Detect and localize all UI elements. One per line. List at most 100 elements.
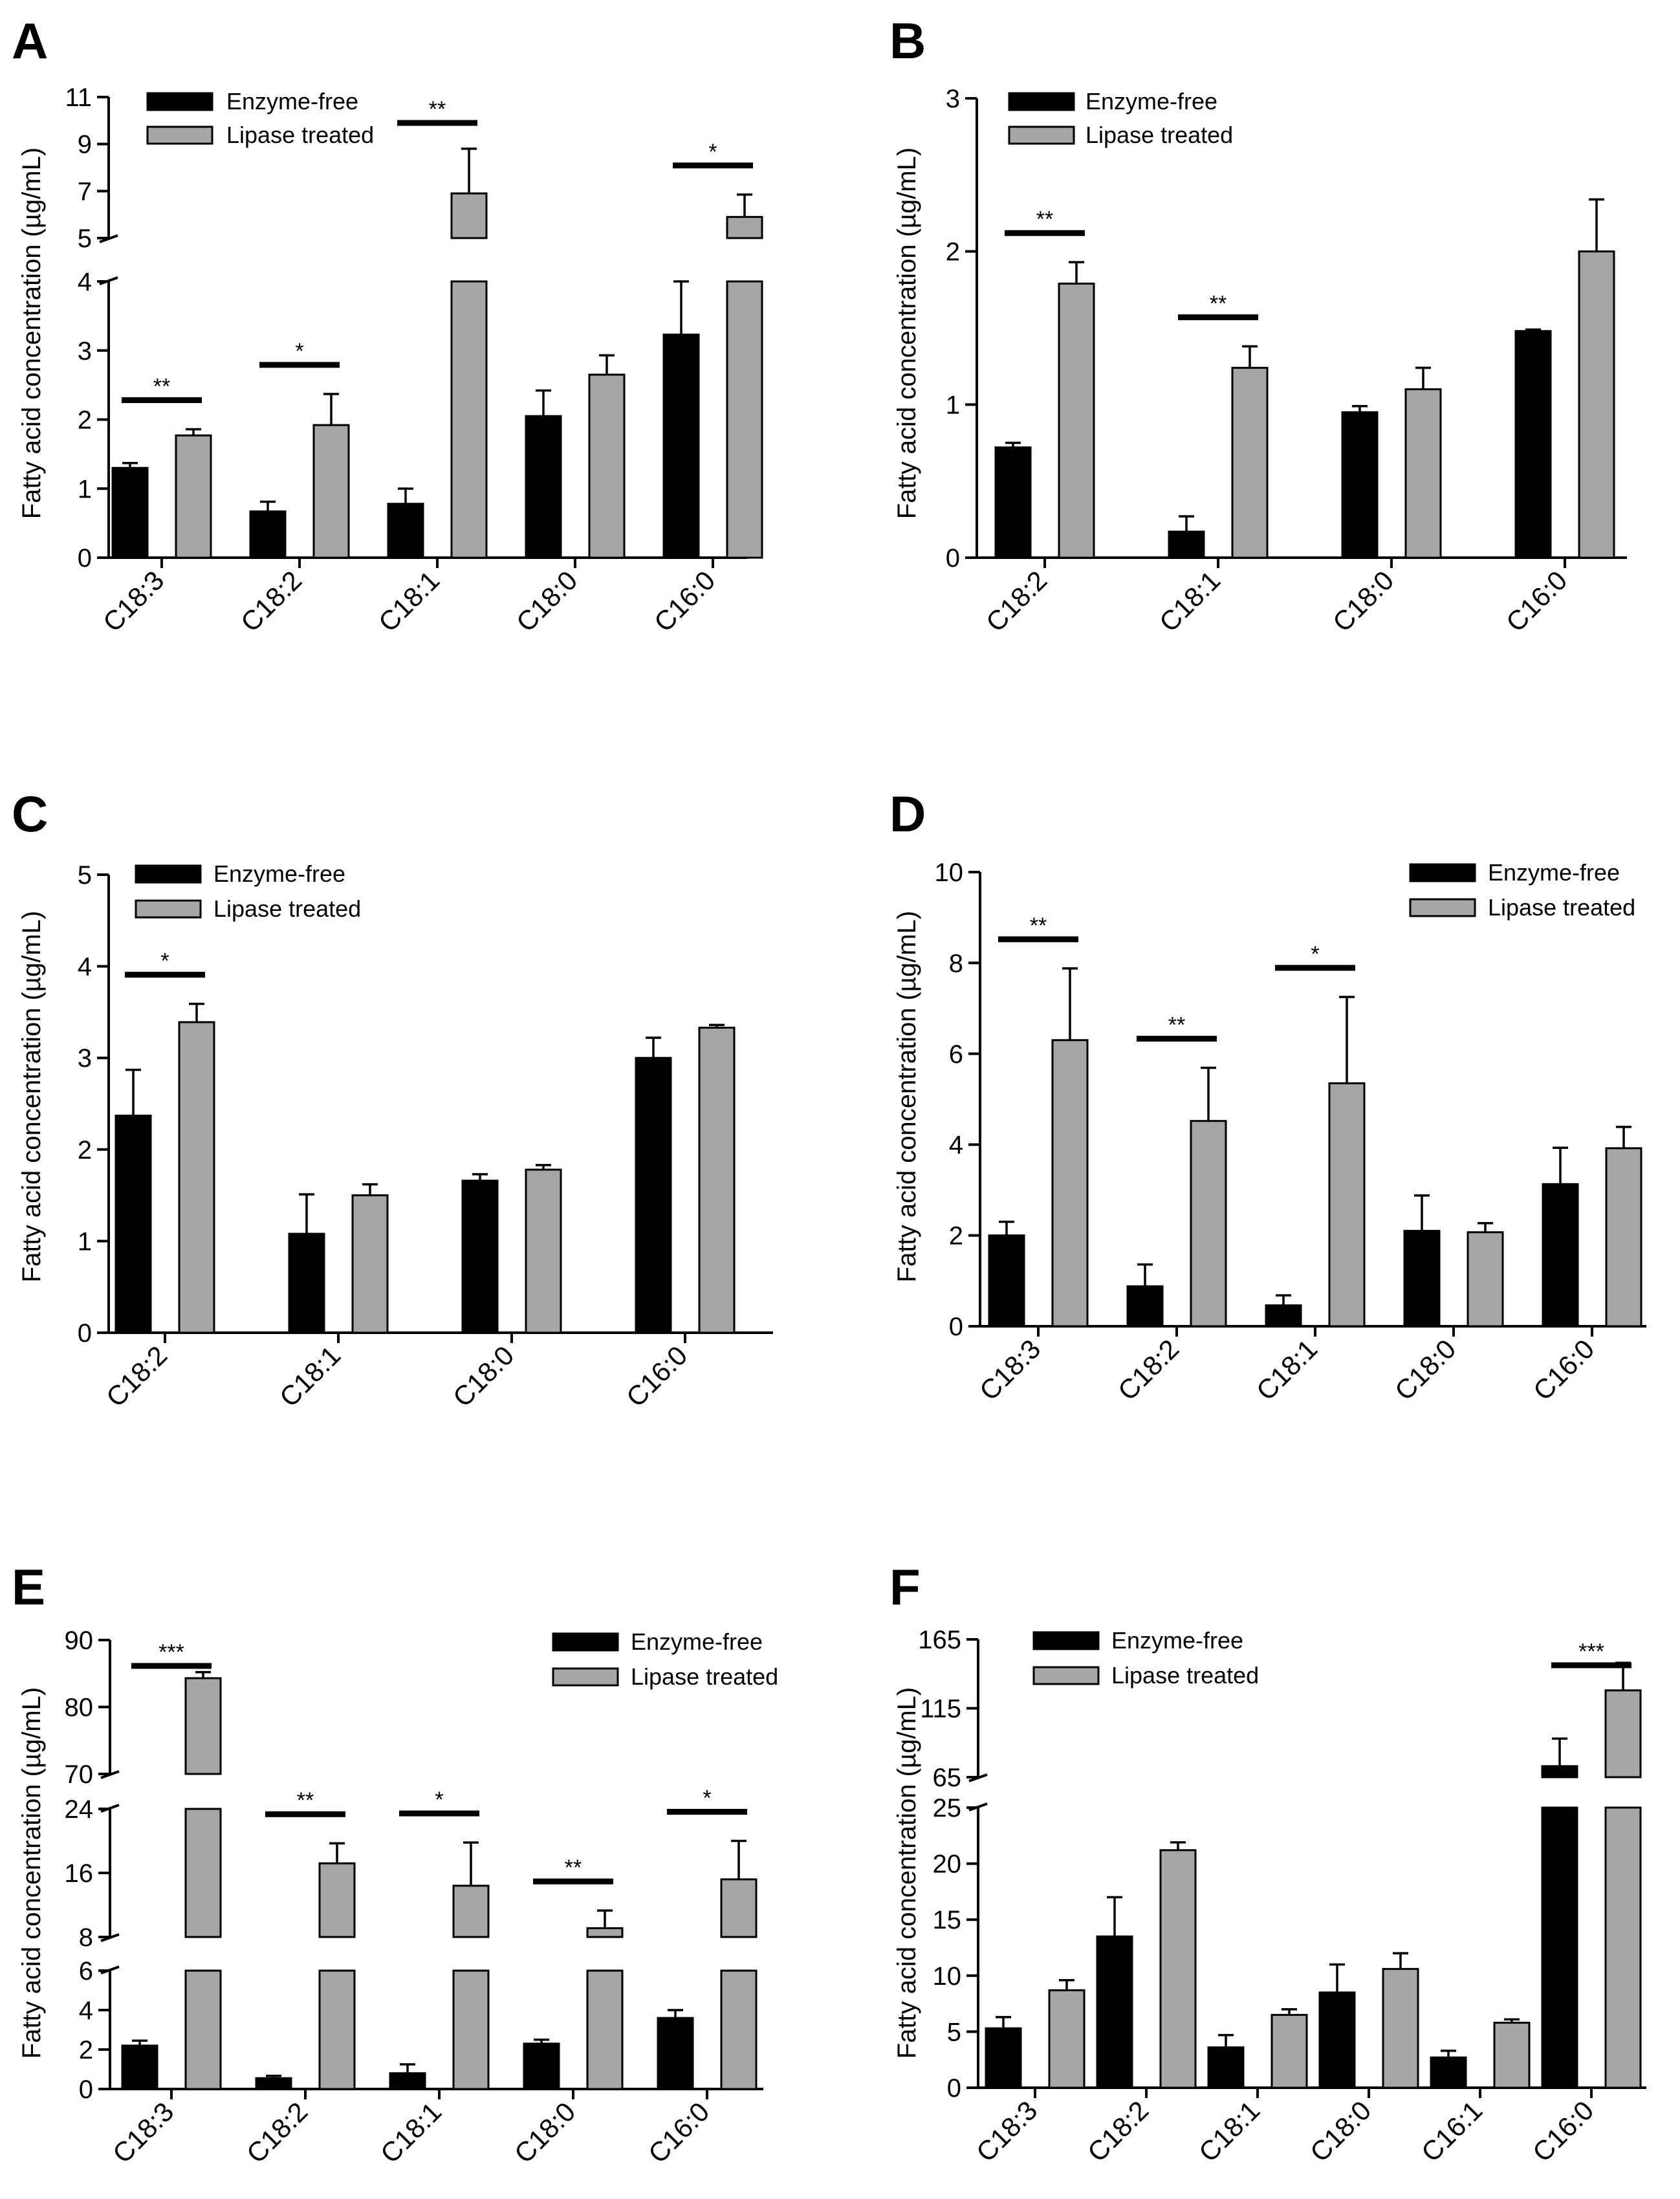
significance-label-b: **: [1210, 291, 1227, 316]
y-tick-label-a: 0: [78, 544, 92, 573]
y-tick-label-a: 4: [78, 268, 92, 296]
legend-label-c: Enzyme-free: [213, 860, 345, 887]
y-tick-label-e: 6: [79, 1957, 93, 1986]
y-tick-label-c: 3: [78, 1044, 92, 1073]
legend-label-a: Enzyme-free: [226, 88, 358, 115]
y-tick-label-a: 2: [78, 406, 92, 435]
x-tick-label-a: C16:0: [648, 565, 721, 637]
y-tick-label-d: 0: [949, 1313, 963, 1341]
panel-label-a: A: [12, 12, 48, 69]
panel-label-f: F: [889, 1559, 921, 1615]
x-tick-label-b: C18:0: [1327, 565, 1399, 637]
x-tick-label-e: C18:1: [375, 2096, 447, 2169]
bar-lipase-treated-e: [452, 1969, 490, 2090]
axis-break-e: [100, 1965, 120, 1975]
legend-swatch-d: [1409, 898, 1476, 917]
bar-lipase-treated-f: [1048, 1989, 1085, 2089]
y-tick-label-d: 2: [949, 1222, 963, 1251]
bar-lipase-treated-e: [452, 1885, 490, 1938]
x-tick-label-c: C18:1: [274, 1340, 346, 1412]
x-tick-label-d: C18:2: [1112, 1333, 1184, 1406]
y-tick-label-b: 0: [946, 544, 960, 573]
y-tick-label-f: 165: [918, 1626, 961, 1654]
bar-lipase-treated-e: [586, 1969, 624, 2090]
y-tick-label-e: 80: [65, 1694, 94, 1722]
y-axis-label-d: Fatty acid concentration (µg/mL): [893, 911, 921, 1282]
y-tick-label-d: 6: [949, 1040, 963, 1069]
significance-label-d: **: [1030, 914, 1047, 938]
significance-label-e: *: [435, 1788, 443, 1812]
x-tick-label-b: C18:2: [980, 565, 1053, 637]
x-tick-label-c: C16:0: [620, 1340, 693, 1412]
y-tick-label-f: 20: [933, 1850, 962, 1879]
significance-label-a: *: [708, 140, 717, 164]
legend-label-d: Lipase treated: [1488, 894, 1635, 921]
legend-swatch-a: [146, 92, 213, 111]
y-tick-label-d: 8: [949, 949, 963, 978]
panel-B: B Fatty acid concentration (µg/mL) 0 1 2 3 C18…: [889, 12, 1627, 638]
y-tick-label-e: 90: [65, 1626, 94, 1655]
y-tick-label-a: 11: [65, 83, 92, 112]
bar-enzyme-free-f: [1096, 1935, 1133, 2089]
bar-lipase-treated-b: [1578, 250, 1615, 559]
bar-enzyme-free-d: [1126, 1285, 1164, 1328]
bar-lipase-treated-f: [1382, 1967, 1419, 2089]
bar-enzyme-free-e: [523, 2042, 560, 2090]
bar-lipase-treated-c: [351, 1194, 389, 1334]
x-tick-label-a: C18:1: [373, 565, 445, 637]
bar-lipase-treated-c: [525, 1168, 562, 1334]
x-tick-label-f: C18:0: [1304, 2095, 1377, 2167]
bar-enzyme-free-f: [985, 2027, 1022, 2089]
y-tick-label-e: 4: [79, 1997, 93, 2025]
y-tick-label-f: 5: [947, 2018, 961, 2046]
legend-swatch-c: [135, 864, 202, 884]
bar-lipase-treated-e: [184, 1808, 222, 1938]
x-tick-label-c: C18:0: [447, 1340, 519, 1412]
panel-label-e: E: [12, 1559, 45, 1615]
y-tick-label-c: 4: [78, 953, 92, 981]
bar-enzyme-free-f: [1541, 1806, 1578, 2089]
bar-enzyme-free-e: [657, 2017, 694, 2090]
bar-enzyme-free-e: [389, 2072, 426, 2090]
bar-enzyme-free-a: [387, 503, 424, 559]
x-tick-label-f: C18:3: [970, 2095, 1043, 2167]
x-tick-label-e: C16:0: [642, 2096, 715, 2169]
bar-enzyme-free-e: [255, 2077, 292, 2090]
bar-enzyme-free-c: [461, 1179, 499, 1334]
bar-lipase-treated-a: [726, 280, 763, 559]
y-axis-label-a: Fatty acid concentration (µg/mL): [17, 148, 46, 519]
bar-lipase-treated-e: [318, 1862, 356, 1938]
y-tick-label-f: 115: [920, 1695, 961, 1723]
x-tick-label-f: C16:0: [1527, 2095, 1599, 2167]
y-tick-label-c: 2: [78, 1136, 92, 1165]
panel-C: C Fatty acid concentration (µg/mL) 0 1 2 3 4 5 C…: [12, 785, 773, 1413]
bar-lipase-treated-b: [1058, 282, 1095, 559]
x-tick-label-d: C16:0: [1527, 1333, 1600, 1406]
legend-label-a: Lipase treated: [226, 122, 374, 148]
axis-break-f: [968, 1802, 988, 1811]
bar-lipase-treated-b: [1404, 388, 1442, 559]
bar-lipase-treated-f: [1493, 2022, 1531, 2089]
x-tick-label-f: C16:1: [1415, 2095, 1488, 2167]
panel-F: F Fatty acid concentration (µg/mL) 0 5 10 15 2…: [889, 1559, 1646, 2168]
bar-enzyme-free-f: [1430, 2056, 1467, 2089]
bar-enzyme-free-b: [1341, 411, 1379, 559]
significance-label-a: **: [153, 374, 170, 399]
bar-lipase-treated-d: [1467, 1231, 1504, 1328]
bar-lipase-treated-a: [450, 280, 488, 559]
y-tick-label-f: 0: [947, 2074, 961, 2103]
legend-swatch-b: [1008, 92, 1075, 111]
x-tick-label-b: C18:1: [1153, 565, 1226, 637]
legend-swatch-c: [135, 899, 202, 919]
legend-swatch-b: [1008, 126, 1075, 145]
x-tick-label-d: C18:1: [1250, 1333, 1323, 1406]
axis-break-a: [99, 234, 118, 243]
bar-lipase-treated-e: [184, 1969, 222, 2090]
y-tick-label-a: 9: [78, 131, 92, 159]
legend-label-b: Lipase treated: [1085, 122, 1233, 148]
y-tick-label-f: 15: [933, 1906, 962, 1934]
bar-lipase-treated-e: [720, 1878, 758, 1938]
significance-label-d: *: [1311, 942, 1319, 967]
